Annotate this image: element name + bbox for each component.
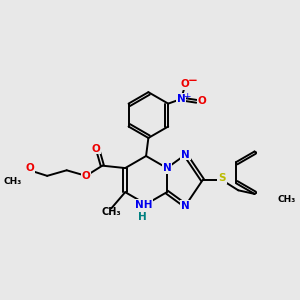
Text: O: O xyxy=(181,79,189,89)
Text: O: O xyxy=(82,171,91,181)
Text: N: N xyxy=(177,94,185,104)
Text: S: S xyxy=(218,173,226,183)
Text: CH₃: CH₃ xyxy=(101,207,121,217)
Text: CH₃: CH₃ xyxy=(4,177,22,186)
Text: −: − xyxy=(188,74,197,87)
Text: NH: NH xyxy=(134,200,152,210)
Text: H: H xyxy=(138,212,147,222)
Text: N: N xyxy=(181,150,190,160)
Text: O: O xyxy=(198,96,206,106)
Text: N: N xyxy=(163,163,171,173)
Text: N: N xyxy=(181,201,190,211)
Text: +: + xyxy=(183,92,190,101)
Text: O: O xyxy=(92,143,100,154)
Text: O: O xyxy=(25,164,34,173)
Text: CH₃: CH₃ xyxy=(278,195,296,204)
